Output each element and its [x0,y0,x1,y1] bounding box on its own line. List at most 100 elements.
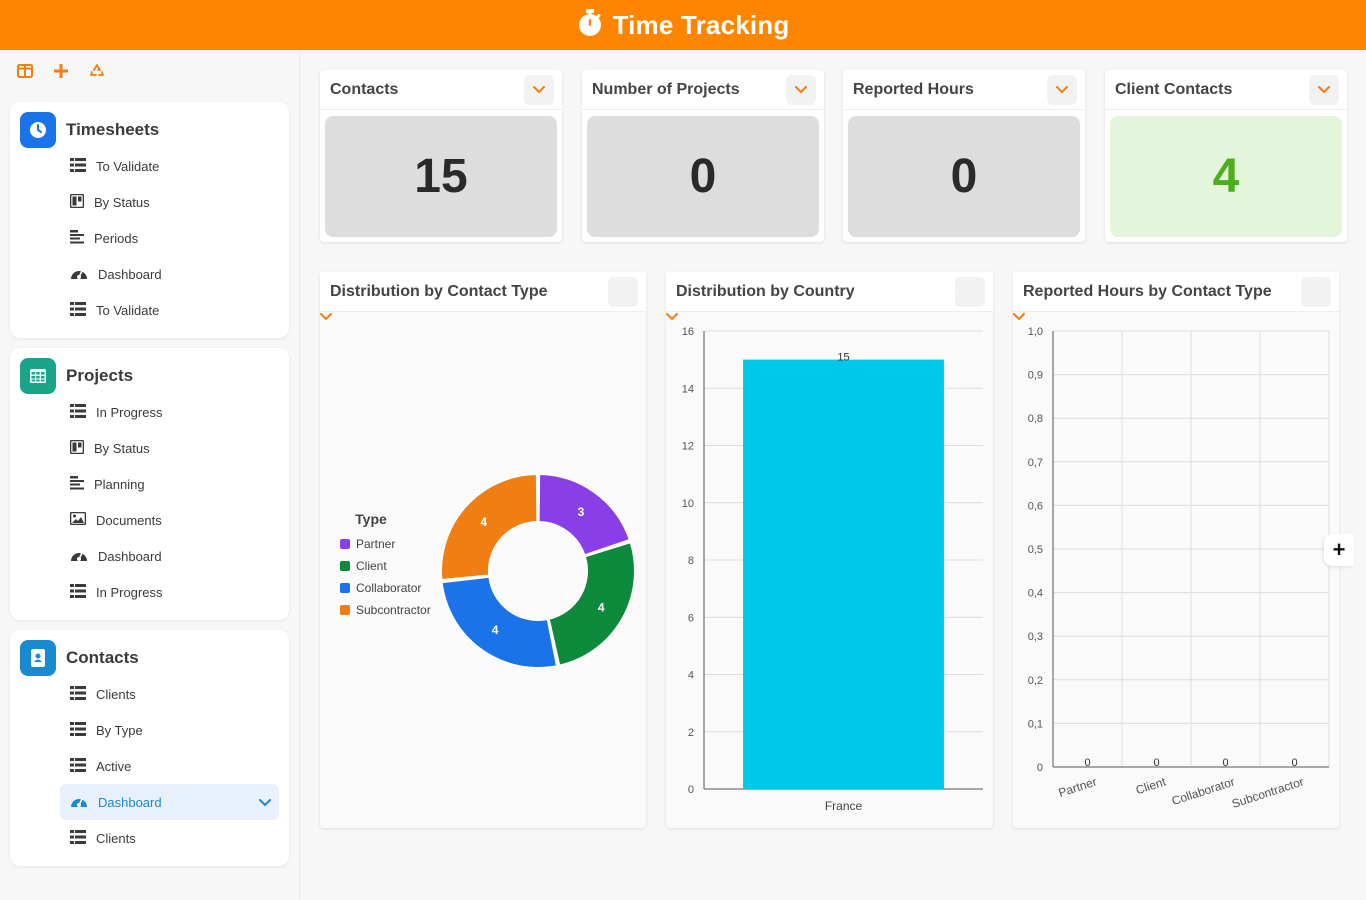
menu-header-timesheets[interactable]: Timesheets [20,112,159,148]
image-icon [69,511,87,528]
sidebar-item-periods[interactable]: Periods [60,220,279,256]
card-header: Client Contacts [1105,70,1347,110]
sidebar-item-dashboard[interactable]: Dashboard [60,256,279,292]
slice-value-label: 4 [480,515,487,529]
x-tick-label: Collaborator [1170,775,1237,809]
slice-value-label: 4 [492,623,499,637]
kpi-card-reported-hours: Reported Hours 0 [843,70,1085,242]
card-menu-button[interactable] [524,74,554,105]
menu-title: Timesheets [66,120,160,139]
card-menu-button[interactable] [1309,74,1339,105]
y-tick-label: 1,0 [1028,326,1043,338]
sidebar-item-to-validate[interactable]: To Validate [60,148,279,184]
sidebar-item-label: Dashboard [98,548,162,564]
slice-value-label: 4 [598,601,605,615]
kpi-title: Contacts [330,80,399,98]
sidebar-item-label: Dashboard [98,794,162,810]
add-widget-button[interactable]: + [1324,534,1354,566]
sidebar-item-clients-2[interactable]: Clients [60,820,279,856]
dashboard-main: Contacts 15 Number of Projects 0 Reporte… [300,50,1366,900]
kpi-value[interactable]: 0 [587,116,819,237]
kpi-value[interactable]: 0 [848,116,1080,237]
sidebar: Timesheets To Validate By Status Periods… [0,50,300,900]
sidebar-item-to-validate-2[interactable]: To Validate [60,292,279,328]
card-menu-button[interactable] [1047,74,1077,105]
sidebar-item-label: Clients [96,686,136,702]
panel-title: Distribution by Contact Type [330,282,548,300]
card-header: Distribution by Country [666,272,993,321]
list-icon [70,685,86,703]
sidebar-item-planning[interactable]: Planning [60,466,279,502]
legend-label[interactable]: Collaborator [356,581,421,595]
sidebar-item-clients[interactable]: Clients [60,676,279,712]
y-tick-label: 12 [682,441,694,453]
donut-slice[interactable] [440,472,539,582]
recycle-icon[interactable] [82,60,112,82]
sidebar-item-documents[interactable]: Documents [60,502,279,538]
card-menu-button[interactable] [320,276,638,321]
app-title: Time Tracking [612,9,790,40]
menu-title: Contacts [66,648,139,667]
bar[interactable] [743,359,944,789]
sidebar-item-in-progress-2[interactable]: In Progress [60,574,279,610]
y-tick-label: 0,1 [1028,718,1043,730]
sidebar-item-by-status[interactable]: By Status [60,184,279,220]
bar-value-label: 0 [1291,757,1297,769]
x-tick-label: Client [1134,774,1168,797]
stopwatch-icon [577,8,603,42]
card-menu-button[interactable] [1013,276,1331,321]
sidebar-item-dashboard-active[interactable]: Dashboard [60,784,279,820]
x-tick-label: Partner [1057,775,1099,800]
plus-icon[interactable] [46,60,76,82]
y-tick-label: 0,9 [1028,370,1043,382]
contacts-menu: Contacts Clients By Type Active Dashboar… [10,630,289,866]
sidebar-item-label: By Type [96,722,143,738]
bar-value-label: 15 [837,352,849,364]
menu-header-contacts[interactable]: Contacts [20,640,139,676]
sidebar-item-active[interactable]: Active [60,748,279,784]
donut-slice[interactable] [547,540,636,667]
sidebar-item-label: By Status [94,194,150,210]
kpi-value[interactable]: 15 [325,116,557,237]
app-title-group: Time Tracking [577,8,790,42]
y-tick-label: 8 [688,555,694,567]
legend-label[interactable]: Partner [356,537,395,551]
card-header: Reported Hours by Contact Type [1013,272,1339,321]
sidebar-item-by-type[interactable]: By Type [60,712,279,748]
chevron-down-icon[interactable] [259,795,271,810]
x-tick-label: Subcontractor [1230,775,1305,811]
menu-header-projects[interactable]: Projects [20,358,133,394]
list-icon [70,403,86,421]
legend-swatch [340,583,350,593]
sidebar-item-label: To Validate [96,302,160,318]
panel-title: Distribution by Country [676,282,855,300]
bar-value-label: 0 [1153,757,1159,769]
chevron-down-icon [795,81,807,99]
kpi-title: Number of Projects [592,80,740,98]
y-tick-label: 14 [682,383,694,395]
donut-slice[interactable] [537,472,632,557]
sidebar-item-dashboard[interactable]: Dashboard [60,538,279,574]
list-icon [70,157,86,175]
legend-label[interactable]: Client [356,559,387,573]
legend-title: Type [355,511,387,527]
kpi-title: Reported Hours [853,80,974,98]
list-icon [70,721,86,739]
columns-icon[interactable] [10,60,40,82]
donut-chart: Type Partner Client Collaborator Subcontrac… [340,472,636,669]
card-menu-button[interactable] [786,74,816,105]
sidebar-item-by-status[interactable]: By Status [60,430,279,466]
sidebar-item-in-progress[interactable]: In Progress [60,394,279,430]
card-menu-button[interactable] [666,276,985,321]
list-icon [70,829,86,847]
y-tick-label: 0,7 [1028,457,1043,469]
y-tick-label: 4 [688,670,694,682]
panel-distribution-contact-type: Distribution by Contact Type Type Partne… [320,272,646,828]
kpi-value[interactable]: 4 [1110,116,1342,237]
app-header: Time Tracking [0,0,1366,50]
legend-label[interactable]: Subcontractor [356,603,431,617]
donut-slice[interactable] [440,575,559,669]
y-tick-label: 0,6 [1028,500,1043,512]
sidebar-item-label: Documents [96,512,162,528]
bar-value-label: 0 [1084,757,1090,769]
